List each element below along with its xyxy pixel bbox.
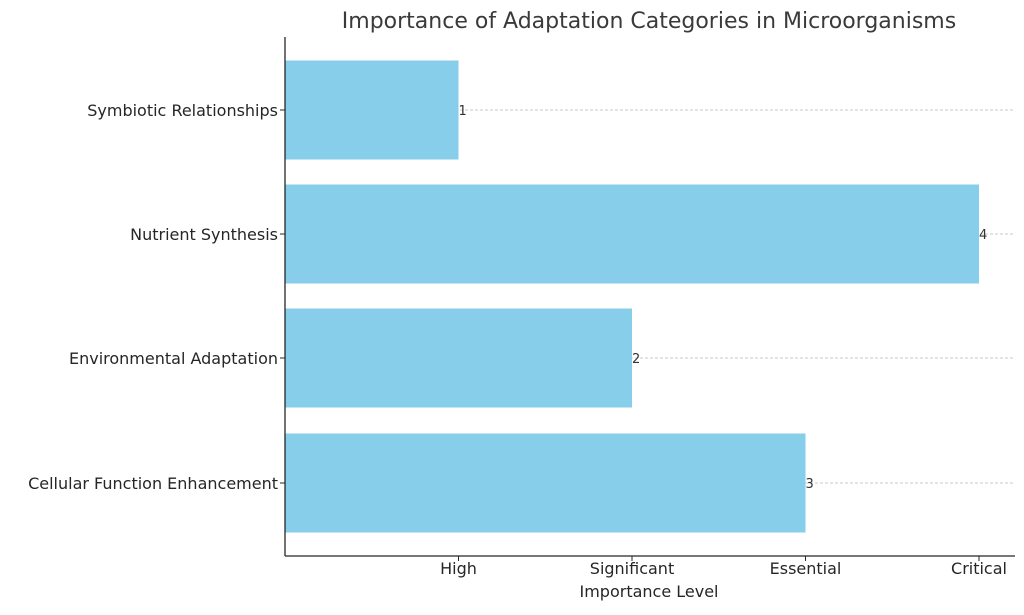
data-label: 3	[806, 477, 814, 492]
x-tick-label: Critical	[951, 559, 1007, 578]
grid-lines	[285, 109, 1015, 484]
y-tick-label: Environmental Adaptation	[69, 349, 278, 368]
y-tick-label: Cellular Function Enhancement	[28, 474, 278, 493]
x-tick-label: High	[440, 559, 477, 578]
data-label: 2	[632, 352, 640, 367]
y-axis-ticks: Symbiotic Relationships Nutrient Synthesi…	[28, 101, 285, 493]
bar-environmental-adaptation	[285, 308, 632, 408]
bar-symbiotic-relationships	[285, 60, 459, 160]
x-tick-label: Essential	[770, 559, 842, 578]
chart-title: Importance of Adaptation Categories in M…	[342, 9, 956, 34]
bar-cellular-function-enhancement	[285, 433, 806, 533]
y-tick-label: Nutrient Synthesis	[130, 225, 278, 244]
x-tick-label: Significant	[590, 559, 674, 578]
data-label: 1	[459, 104, 467, 119]
x-axis-label: Importance Level	[579, 582, 718, 601]
bar-nutrient-synthesis	[285, 184, 979, 284]
bars	[285, 60, 979, 533]
x-axis-ticks: High Significant Essential Critical	[440, 556, 1007, 578]
y-tick-label: Symbiotic Relationships	[87, 101, 278, 120]
data-label: 4	[979, 228, 987, 243]
data-labels: 1 4 2 3	[459, 104, 988, 492]
